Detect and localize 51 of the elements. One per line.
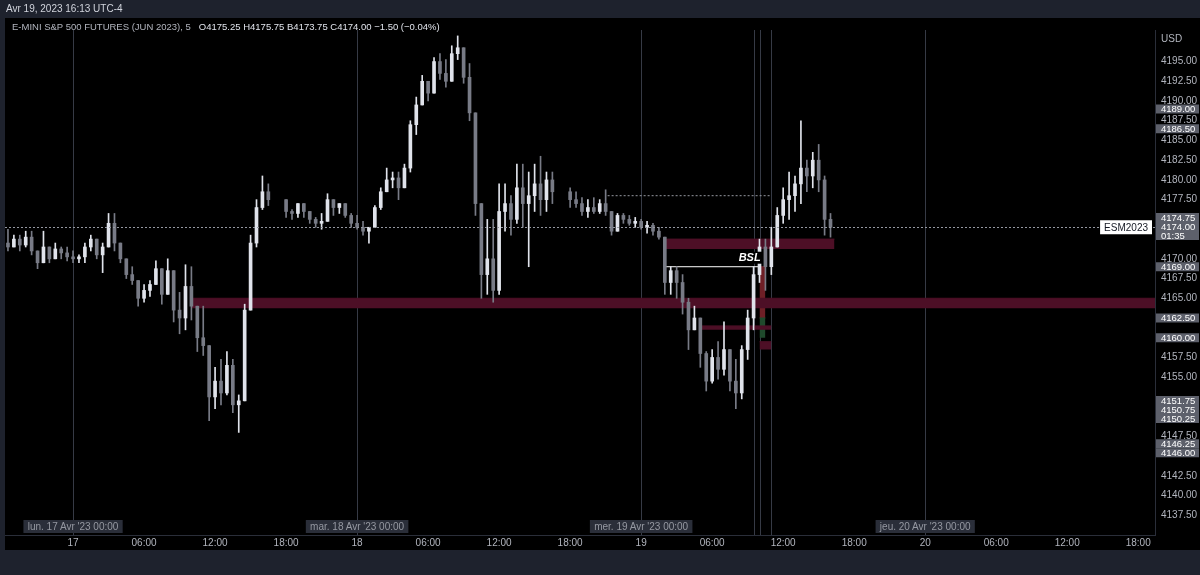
chart-subtitle: O4175.25 H4175.75 B4173.75 C4174.00 −1.50 (−0.04%) [198, 21, 440, 33]
ref-line-label: jeu. 20 Avr '23 00:00 [878, 520, 971, 532]
x-tick-label: 06:00 [131, 536, 158, 548]
y-tick-label: 4167.50 [1161, 272, 1198, 284]
y-tick-label: 4155.00 [1161, 370, 1198, 382]
y2-tick-label: 4189.00 [1161, 103, 1196, 115]
y-tick-label: 4192.50 [1161, 75, 1198, 87]
y2-tick-label: 4150.25 [1161, 412, 1196, 424]
x-tick-label: 18:00 [841, 536, 868, 548]
x-tick-label: 17 [67, 536, 80, 548]
x-tick-label: 06:00 [983, 536, 1010, 548]
x-tick-label: 06:00 [415, 536, 442, 548]
x-tick-label: 12:00 [1054, 536, 1081, 548]
annotation: BSL [738, 251, 761, 264]
y-tick-label: 4165.00 [1161, 292, 1198, 304]
x-tick-label: 18:00 [273, 536, 300, 548]
y2-tick-label: 4160.00 [1161, 331, 1196, 343]
text: Avr 19, 2023 16:13 UTC-4 [6, 3, 123, 14]
y2-tick-label: 4162.50 [1161, 312, 1196, 324]
y2-tick-label: 4146.00 [1161, 446, 1196, 458]
y-tick-label: 4142.50 [1161, 469, 1198, 481]
y-tick-label: 4180.00 [1161, 173, 1198, 185]
ref-line-label: ESM2023 [1104, 221, 1149, 233]
y2-tick-label: 4174.00 01:35 [1161, 220, 1196, 241]
x-tick-label: 18:00 [557, 536, 584, 548]
y-tick-label: 4147.50 [1161, 430, 1198, 442]
y2-tick-label: 4151.75 [1161, 394, 1196, 406]
x-tick-label: 06:00 [699, 536, 726, 548]
y-tick-label: 4137.50 [1161, 509, 1198, 521]
y-tick-label: 4185.00 [1161, 134, 1198, 146]
ref-line-label: mer. 19 Avr '23 00:00 [594, 520, 689, 532]
x-tick-label: 18:00 [1125, 536, 1152, 548]
y-tick-label: 4177.50 [1161, 193, 1198, 205]
x-tick-label: 20 [919, 536, 932, 548]
ref-line-label: mar. 18 Avr '23 00:00 [310, 520, 405, 532]
y2-tick-label: 4150.75 [1161, 403, 1196, 415]
y2-axis-title: USD [1161, 32, 1183, 44]
y-tick-label: 4157.50 [1161, 351, 1198, 363]
x-tick-label: 12:00 [486, 536, 513, 548]
y2-tick-label: 4174.75 [1161, 211, 1196, 223]
y-tick-label: 4170.00 [1161, 252, 1198, 264]
y-tick-label: 4190.00 [1161, 94, 1198, 106]
y-tick-label: 4195.00 [1161, 55, 1198, 67]
y-tick-label: 4182.50 [1161, 153, 1198, 165]
chart-title: E-MINI S&P 500 FUTURES (JUN 2023), 5 [12, 21, 191, 33]
y-tick-label: 4140.00 [1161, 489, 1198, 501]
x-tick-label: 12:00 [202, 536, 229, 548]
x-tick-label: 18 [351, 536, 364, 548]
ref-line-label: lun. 17 Avr '23 00:00 [27, 520, 119, 532]
x-tick-label: 19 [635, 536, 648, 548]
x-tick-label: 12:00 [770, 536, 797, 548]
